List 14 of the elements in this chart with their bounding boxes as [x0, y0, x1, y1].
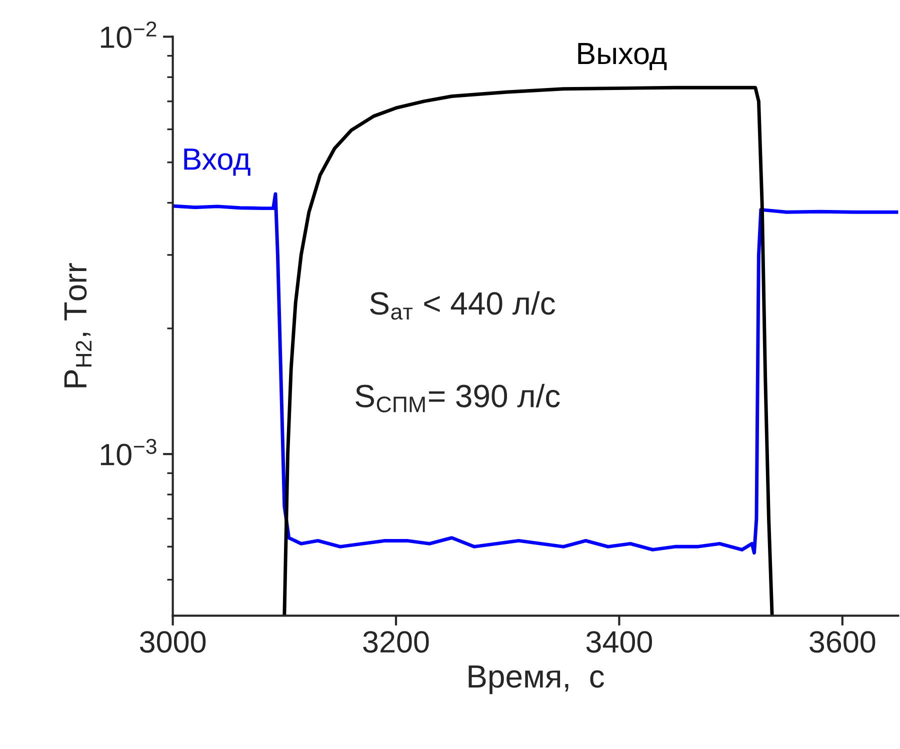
- series-label: Выход: [578, 43, 667, 70]
- x-axis-title: Время, с: [468, 665, 604, 694]
- line-series: [172, 192, 898, 555]
- line-series: [282, 86, 774, 616]
- y-axis-title: P$_{H2}$, Torr: [64, 263, 92, 388]
- x-tick-label: 3000: [140, 631, 206, 653]
- x-tick-label: 3600: [810, 631, 876, 653]
- x-tick-label: 3200: [363, 631, 429, 653]
- y-tick-label: 10$^{−3}$: [100, 438, 156, 466]
- series-label: Вход: [184, 148, 250, 176]
- annotation: S$_{ат}$ < 440 л/с: [370, 291, 556, 320]
- y-tick-label: 10$^{−2}$: [100, 21, 156, 48]
- x-tick-label: 3400: [586, 631, 652, 653]
- annotation: S$_{СПМ}$= 390 л/с: [356, 384, 560, 412]
